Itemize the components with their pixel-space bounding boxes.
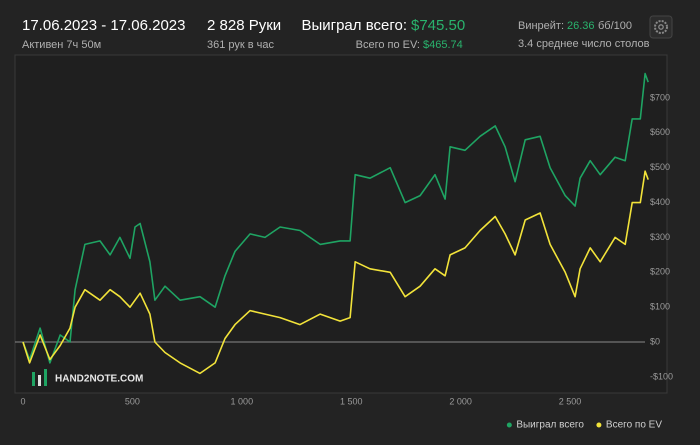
won-label: Выиграл всего: [301, 17, 407, 34]
y-tick-label: -$100 [650, 371, 673, 381]
plot-panel [14, 54, 668, 394]
y-tick-label: $300 [650, 232, 670, 242]
ev-value: $465.74 [423, 39, 463, 51]
legend-marker [506, 422, 512, 428]
winrate-unit: бб/100 [598, 20, 632, 32]
y-tick-label: $700 [650, 92, 670, 102]
winrate-label: Винрейт: [518, 20, 564, 32]
active-time: Активен 7ч 50м [22, 39, 101, 51]
won-value: $745.50 [411, 17, 465, 34]
series-line [22, 72, 649, 364]
series-line [22, 170, 649, 375]
legend-label: Всего по EV [606, 420, 662, 431]
x-tick-label: 0 [20, 396, 25, 406]
x-tick-label: 2 000 [449, 396, 472, 406]
x-tick-label: 1 000 [231, 396, 254, 406]
y-tick-label: $600 [650, 127, 670, 137]
y-tick-label: $500 [650, 162, 670, 172]
avg-tables: 3.4 среднее число столов [518, 38, 650, 50]
x-tick-label: 2 500 [559, 396, 582, 406]
y-tick-label: $400 [650, 197, 670, 207]
y-tick-label: $0 [650, 336, 660, 346]
hands: 2 828 Руки [207, 17, 281, 34]
y-tick-label: $100 [650, 302, 670, 312]
ev-label: Всего по EV: [356, 39, 420, 51]
x-tick-label: 1 500 [340, 396, 363, 406]
watermark: HAND2NOTE.COM [55, 374, 143, 385]
y-tick-label: $200 [650, 267, 670, 277]
watermark-logo [32, 369, 47, 386]
date-range: 17.06.2023 - 17.06.2023 [22, 17, 185, 34]
x-tick-label: 500 [125, 396, 140, 406]
legend-label: Выиграл всего [516, 420, 584, 431]
winrate-value: 26.36 [567, 20, 595, 32]
legend-marker [596, 422, 602, 428]
hands-per-hour: 361 рук в час [207, 39, 275, 51]
settings-button[interactable] [649, 15, 673, 39]
